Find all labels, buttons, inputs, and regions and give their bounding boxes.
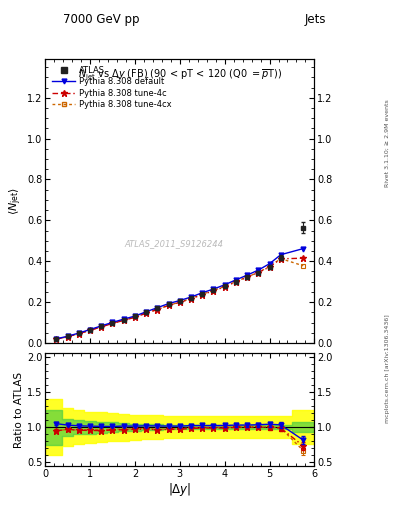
Text: Rivet 3.1.10; ≥ 2.9M events: Rivet 3.1.10; ≥ 2.9M events: [385, 99, 389, 187]
Text: Jets: Jets: [305, 13, 326, 26]
Y-axis label: $\langle N_\mathrm{jet}\rangle$: $\langle N_\mathrm{jet}\rangle$: [8, 187, 24, 215]
Text: $N_\mathrm{jet}$ vs $\Delta y$ (FB) (90 < pT < 120 (Q0 $=\overline{p}$T)): $N_\mathrm{jet}$ vs $\Delta y$ (FB) (90 …: [77, 68, 282, 82]
Text: mcplots.cern.ch [arXiv:1306.3436]: mcplots.cern.ch [arXiv:1306.3436]: [385, 314, 389, 423]
Legend: ATLAS, Pythia 8.308 default, Pythia 8.308 tune-4c, Pythia 8.308 tune-4cx: ATLAS, Pythia 8.308 default, Pythia 8.30…: [50, 63, 174, 112]
Y-axis label: Ratio to ATLAS: Ratio to ATLAS: [14, 372, 24, 447]
Text: 7000 GeV pp: 7000 GeV pp: [63, 13, 140, 26]
X-axis label: $|\Delta y|$: $|\Delta y|$: [168, 481, 191, 499]
Text: ATLAS_2011_S9126244: ATLAS_2011_S9126244: [125, 239, 224, 248]
